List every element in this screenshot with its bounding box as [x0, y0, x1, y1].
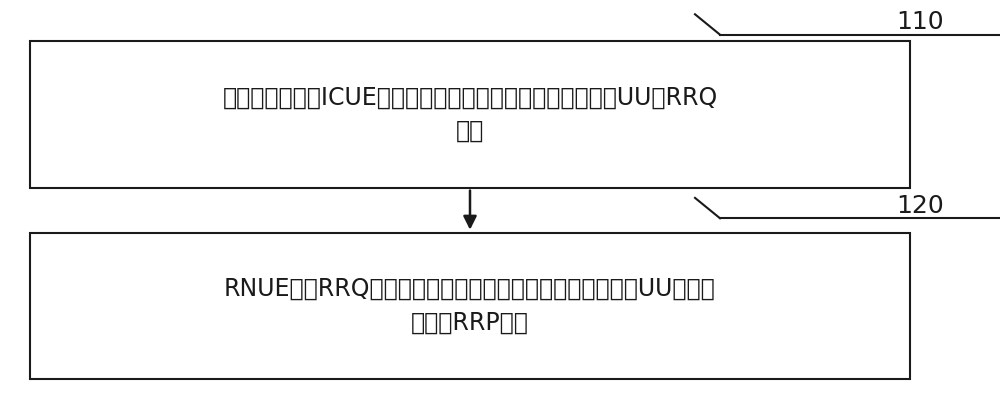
Bar — [30, 41, 910, 188]
Text: 110: 110 — [896, 11, 944, 34]
Text: RNUE在与RRQ消息所在物理资源对应的物理资源上向上述UU反馈中
继响应RRP消息: RNUE在与RRQ消息所在物理资源对应的物理资源上向上述UU反馈中 继响应RRP… — [224, 277, 716, 335]
Bar — [30, 233, 910, 379]
Text: 120: 120 — [896, 194, 944, 218]
Text: 支持中继功能的ICUE满足特定条件后在相应物理资源上检测UU的RRQ
消息: 支持中继功能的ICUE满足特定条件后在相应物理资源上检测UU的RRQ 消息 — [222, 86, 718, 143]
